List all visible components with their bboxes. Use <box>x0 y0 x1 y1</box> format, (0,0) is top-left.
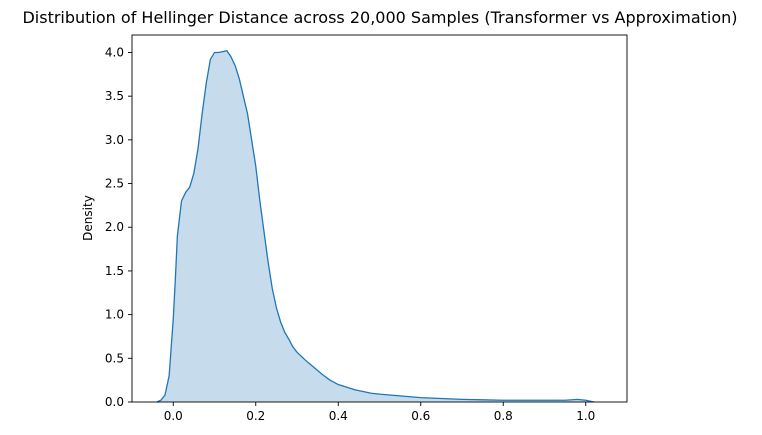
y-tick-label: 3.0 <box>105 133 124 147</box>
y-tick-label: 3.5 <box>105 89 124 103</box>
x-tick-label: 0.6 <box>411 409 430 423</box>
y-tick-label: 0.5 <box>105 351 124 365</box>
y-axis: 0.0 0.5 1.0 1.5 2.0 2.5 3.0 3.5 4.0 <box>105 45 132 409</box>
x-tick-label: 0.8 <box>494 409 513 423</box>
y-tick-label: 0.0 <box>105 395 124 409</box>
y-axis-label: Density <box>81 195 95 241</box>
density-area <box>156 50 594 402</box>
x-tick-label: 1.0 <box>576 409 595 423</box>
x-tick-label: 0.0 <box>164 409 183 423</box>
x-tick-label: 0.4 <box>329 409 348 423</box>
y-tick-label: 2.5 <box>105 177 124 191</box>
y-tick-label: 1.5 <box>105 264 124 278</box>
chart-title: Distribution of Hellinger Distance acros… <box>22 8 737 27</box>
plot-frame <box>131 34 628 403</box>
y-tick-label: 4.0 <box>105 45 124 59</box>
density-line <box>156 50 595 403</box>
y-tick-label: 1.0 <box>105 308 124 322</box>
y-tick-label: 2.0 <box>105 220 124 234</box>
x-tick-label: 0.2 <box>246 409 265 423</box>
x-axis: 0.0 0.2 0.4 0.6 0.8 1.0 <box>164 402 595 423</box>
